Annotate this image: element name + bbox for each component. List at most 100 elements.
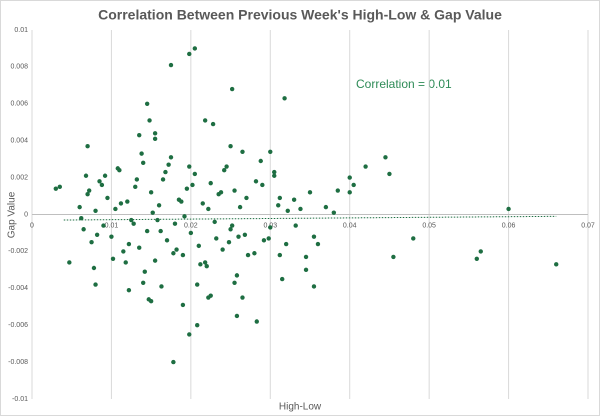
point [158, 228, 163, 234]
point [222, 168, 227, 173]
point [224, 164, 229, 169]
point [53, 186, 59, 191]
point [141, 280, 146, 285]
point [218, 190, 224, 195]
point [363, 164, 368, 169]
y-tick-label: 0.002 [10, 174, 28, 181]
y-axis-title: Gap Value [7, 191, 18, 238]
point [105, 195, 110, 201]
x-tick-label: 0.07 [581, 222, 595, 229]
y-tick-label: -0.006 [8, 322, 28, 329]
point [89, 239, 94, 245]
point [253, 179, 259, 184]
point [152, 136, 158, 142]
point [129, 217, 134, 223]
point [234, 273, 240, 278]
point [126, 241, 132, 247]
point [77, 204, 82, 210]
x-tick-label: 0.05 [422, 222, 436, 229]
point [506, 206, 511, 212]
point [110, 256, 116, 261]
point [99, 182, 105, 188]
point [210, 121, 216, 127]
point [232, 280, 237, 285]
point [229, 223, 235, 228]
point [474, 256, 479, 261]
y-tick-label: -0.004 [8, 285, 28, 292]
point [266, 236, 271, 241]
point [206, 206, 211, 212]
y-tick-label: -0.01 [12, 396, 28, 403]
point [206, 295, 211, 300]
point [137, 245, 142, 250]
x-tick-label: 0.02 [184, 222, 198, 229]
point [57, 184, 62, 190]
x-tick-label: 0.01 [105, 222, 119, 229]
point [144, 228, 150, 234]
point [195, 282, 200, 287]
point [102, 173, 108, 178]
point [554, 262, 559, 267]
point [192, 171, 198, 177]
point [109, 234, 114, 239]
point [150, 210, 155, 215]
point [198, 262, 203, 267]
point [171, 359, 176, 365]
point [202, 118, 208, 123]
point [118, 201, 124, 206]
point [113, 206, 118, 212]
point [134, 177, 140, 182]
point [283, 241, 289, 247]
point [252, 251, 257, 256]
point [478, 249, 483, 254]
point [311, 234, 317, 239]
point [182, 214, 187, 219]
point [155, 217, 160, 223]
point [240, 149, 245, 154]
point [307, 190, 313, 195]
point [139, 151, 144, 156]
point [187, 51, 192, 57]
y-tick-label: 0.008 [10, 64, 28, 71]
point [121, 249, 126, 254]
point [79, 215, 84, 221]
point [214, 236, 219, 241]
point [244, 195, 249, 201]
point [331, 210, 337, 215]
point [277, 252, 283, 258]
point [254, 319, 259, 324]
point [85, 192, 90, 197]
point [171, 251, 176, 256]
point [347, 175, 352, 180]
point [298, 206, 303, 212]
point [184, 186, 190, 191]
point [383, 155, 388, 160]
point [229, 86, 235, 92]
point [303, 267, 309, 273]
point [137, 132, 142, 138]
point [202, 260, 208, 265]
point [174, 247, 179, 252]
y-tick-label: 0 [24, 211, 28, 218]
point [291, 197, 297, 202]
point [123, 260, 128, 265]
point [268, 225, 273, 230]
point [115, 166, 120, 171]
point [188, 230, 194, 236]
point [97, 179, 102, 184]
point [148, 299, 154, 304]
annotation: Correlation = 0.01 [356, 77, 452, 91]
point [142, 269, 147, 274]
point [258, 158, 263, 164]
point [196, 243, 201, 249]
point [208, 180, 213, 186]
point [152, 258, 158, 263]
point [293, 223, 298, 228]
y-tick-label: -0.008 [8, 359, 28, 366]
point [179, 199, 184, 204]
point [212, 219, 217, 225]
point [285, 208, 290, 214]
point [152, 131, 158, 136]
